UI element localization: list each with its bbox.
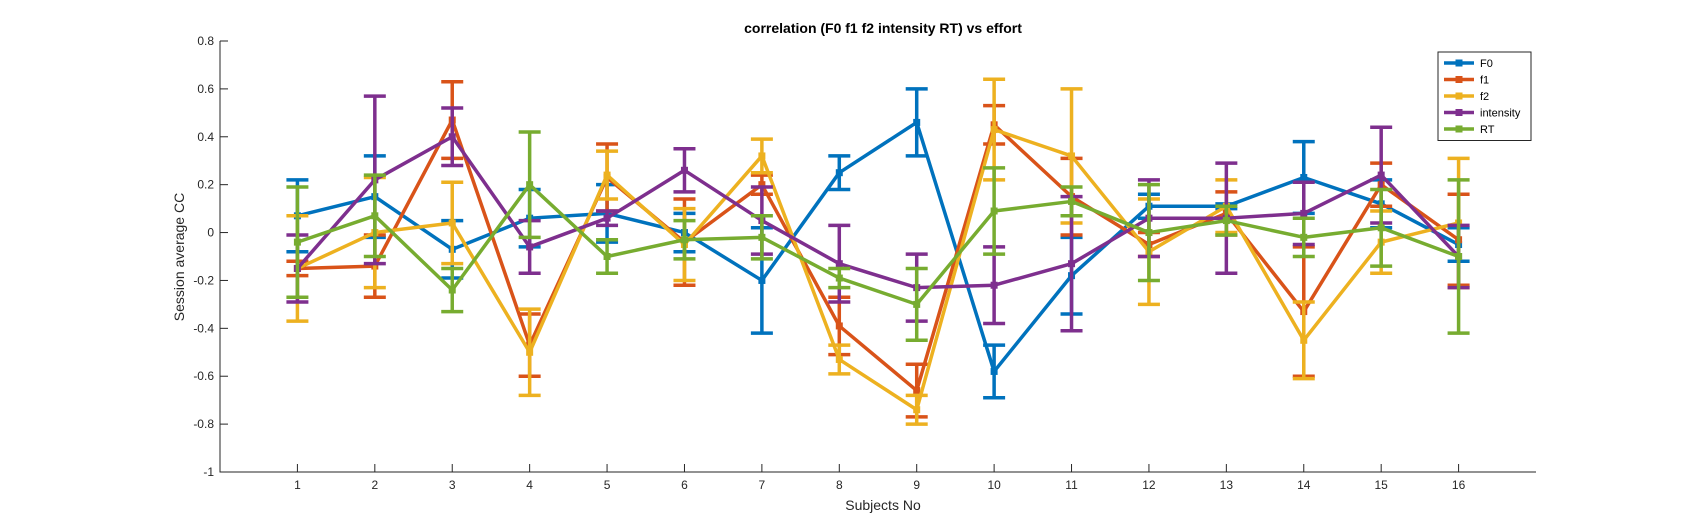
y-tick-label: 0 (207, 226, 214, 240)
x-tick-label: 13 (1220, 478, 1234, 492)
legend-swatch-marker (1455, 92, 1463, 100)
data-point (1145, 229, 1153, 237)
series-line (296, 120, 1460, 374)
data-point (1300, 336, 1308, 344)
axes: -1-0.8-0.6-0.4-0.200.20.40.60.81 2 3 4 5 6 7 8 9… (193, 34, 1536, 492)
plot-area (286, 77, 1470, 426)
data-point (913, 118, 921, 126)
data-point (293, 238, 301, 246)
data-point (1377, 224, 1385, 232)
x-tick-label: 14 (1297, 478, 1311, 492)
data-point (990, 281, 998, 289)
x-tick-label: 1 (294, 478, 301, 492)
x-tick-label: 9 (913, 478, 920, 492)
data-point (448, 286, 456, 294)
y-tick-label: 0.6 (197, 82, 214, 96)
series-line (297, 118, 1460, 393)
data-point (758, 152, 766, 160)
y-tick-label: -1 (203, 465, 214, 479)
data-point (1068, 152, 1076, 160)
data-point (913, 406, 921, 414)
y-tick-label: 0.8 (197, 34, 214, 48)
data-point (1068, 260, 1076, 268)
data-point (913, 300, 921, 308)
data-point (758, 181, 766, 189)
data-point (526, 348, 534, 356)
x-tick-label: 2 (371, 478, 378, 492)
chart-title: correlation (F0 f1 f2 intensity RT) vs e… (744, 20, 1022, 36)
legend: F0 f1 f2 intensity RT (1437, 51, 1532, 141)
data-point (835, 355, 843, 363)
data-point (603, 214, 611, 222)
data-point (680, 236, 688, 244)
data-point (448, 219, 456, 227)
data-point (1300, 173, 1308, 181)
y-axis-label: Session average CC (171, 193, 187, 321)
data-point (990, 126, 998, 134)
data-point (835, 260, 843, 268)
series-RT (286, 130, 1470, 343)
legend-swatch-marker (1455, 59, 1463, 67)
data-point (680, 166, 688, 174)
series-f1 (286, 79, 1470, 419)
x-tick-label: 4 (526, 478, 533, 492)
legend-label: f2 (1480, 91, 1489, 103)
data-point (526, 181, 534, 189)
data-point (835, 322, 843, 330)
x-tick-label: 15 (1374, 478, 1388, 492)
series-line (296, 127, 1460, 412)
legend-swatch-marker (1455, 76, 1463, 83)
data-point (603, 253, 611, 260)
data-point (990, 367, 998, 375)
data-point (758, 233, 766, 241)
legend-label: F0 (1480, 58, 1493, 70)
data-point (1455, 253, 1463, 260)
legend-swatch-marker (1455, 109, 1463, 116)
data-point (835, 274, 843, 282)
x-tick-label: 6 (681, 478, 688, 492)
legend-label: f1 (1480, 75, 1489, 87)
data-point (526, 243, 534, 251)
data-point (371, 212, 379, 220)
x-tick-label: 8 (836, 478, 843, 492)
x-tick-label: 16 (1452, 478, 1466, 492)
data-point (1068, 197, 1076, 205)
x-tick-label: 11 (1065, 478, 1078, 492)
y-tick-label: -0.4 (193, 321, 214, 335)
data-point (1377, 171, 1385, 179)
x-tick-label: 10 (987, 478, 1001, 492)
series-f2 (286, 77, 1470, 426)
y-tick-label: -0.8 (193, 417, 214, 431)
data-point (913, 387, 921, 395)
y-tick-label: 0.4 (197, 130, 214, 144)
y-tick-label: 0.2 (197, 178, 214, 192)
data-point (1300, 209, 1308, 217)
x-tick-label: 12 (1142, 478, 1156, 492)
y-tick-label: -0.6 (193, 369, 214, 383)
legend-label: intensity (1480, 108, 1521, 120)
x-tick-label: 3 (449, 478, 456, 492)
data-point (603, 171, 611, 179)
x-tick-label: 7 (759, 478, 766, 492)
data-point (758, 276, 766, 284)
data-point (448, 133, 456, 141)
legend-swatch-marker (1455, 125, 1463, 133)
series-line (296, 182, 1460, 307)
data-point (835, 169, 843, 177)
data-point (990, 207, 998, 215)
x-tick-label: 5 (604, 478, 611, 492)
data-point (1222, 217, 1230, 225)
series-line (296, 135, 1460, 290)
y-tick-label: -0.2 (193, 273, 214, 287)
x-axis-label: Subjects No (845, 497, 921, 513)
data-point (1300, 233, 1308, 241)
legend-label: RT (1480, 124, 1495, 136)
